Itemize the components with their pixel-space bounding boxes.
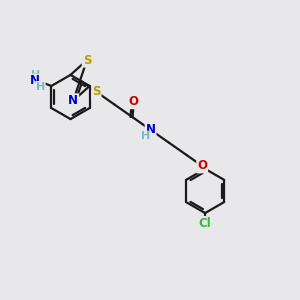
Text: N: N	[146, 123, 156, 136]
Text: S: S	[83, 54, 91, 67]
Text: H: H	[141, 131, 150, 141]
Text: H: H	[31, 70, 40, 80]
Text: Cl: Cl	[199, 217, 212, 230]
Text: H: H	[36, 82, 45, 92]
Text: N: N	[68, 94, 78, 107]
Text: O: O	[197, 159, 207, 172]
Text: S: S	[92, 85, 100, 98]
Text: O: O	[129, 95, 139, 108]
Text: N: N	[30, 74, 40, 87]
